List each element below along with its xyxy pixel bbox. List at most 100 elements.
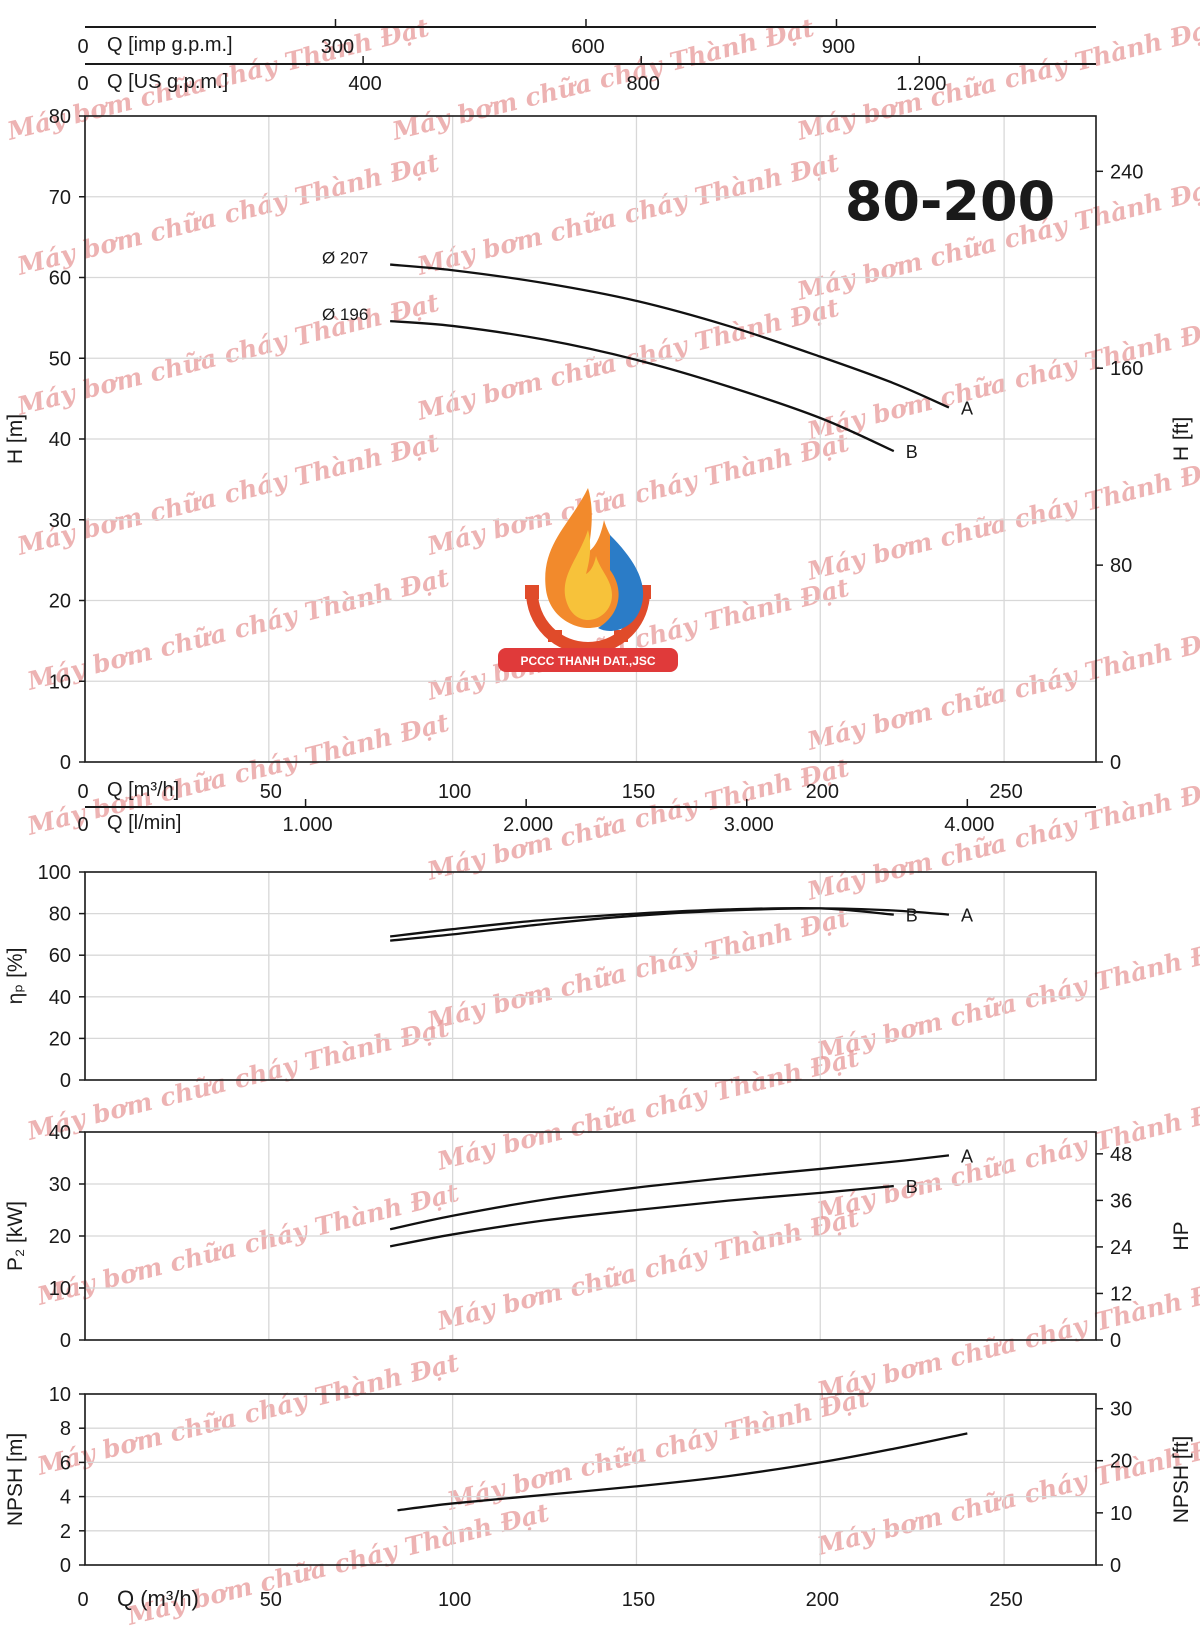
watermark-text: Máy bơm chữa cháy Thành Đạt	[413, 148, 842, 281]
logo-gear-tooth-3	[548, 630, 562, 642]
y2-tick-label: 30	[1110, 1399, 1132, 1421]
us-axis-tick-label: 400	[348, 73, 381, 95]
y-tick-label: 60	[49, 268, 71, 290]
bottom-axis-zero: 0	[77, 1589, 88, 1611]
bottom-axis-tick-label: 150	[622, 1589, 655, 1611]
watermark-text: Máy bơm chữa cháy Thành Đạt	[13, 148, 442, 281]
curve-end-label: B	[906, 442, 918, 462]
curve-end-label: B	[906, 906, 918, 926]
y-tick-label: 20	[49, 1028, 71, 1050]
bottom-axis-label: Q (m³/h)	[117, 1586, 199, 1611]
lmin-axis-tick-label: 3.000	[724, 814, 774, 836]
us-axis-tick-label: 1.200	[896, 73, 946, 95]
watermark-text: Máy bơm chữa cháy Thành Đạt	[13, 428, 442, 561]
plot-frame	[84, 1393, 1097, 1566]
y-tick-label: 20	[49, 1226, 71, 1248]
company-logo: PCCC THANH DAT.,JSC	[498, 488, 678, 672]
y-axis-label: H [m]	[4, 414, 27, 464]
bottom-axis-tick-label: 100	[438, 1589, 471, 1611]
y-tick-label: 70	[49, 187, 71, 209]
y-tick-label: 30	[49, 510, 71, 532]
m3h-axis-zero: 0	[77, 781, 88, 803]
lmin-axis-zero: 0	[77, 814, 88, 836]
watermark-text: Máy bơm chữa cháy Thành Đạt	[23, 563, 452, 696]
watermark-text: Máy bơm chữa cháy Thành Đạt	[423, 428, 852, 561]
m3h-axis-tick-label: 200	[806, 781, 839, 803]
imp-axis-label: Q [imp g.p.m.]	[107, 34, 233, 56]
imp-axis-zero: 0	[77, 36, 88, 58]
y2-tick-label: 36	[1110, 1190, 1132, 1212]
curve-A	[389, 1154, 950, 1231]
watermark-text: Máy bơm chữa cháy Thành Đạt	[13, 288, 442, 421]
y-tick-label: 4	[60, 1487, 71, 1509]
y-tick-label: 40	[49, 987, 71, 1009]
curve-end-label: B	[906, 1177, 918, 1197]
watermark-text: Máy bơm chữa cháy Thành Đạt	[423, 903, 852, 1036]
curve-end-label: A	[961, 399, 973, 419]
y2-axis-label: HP	[1170, 1221, 1193, 1250]
m3h-axis-tick-label: 150	[622, 781, 655, 803]
bottom-axis-tick-label: 50	[260, 1589, 282, 1611]
y-axis-label: NPSH [m]	[4, 1433, 27, 1526]
watermark-text: Máy bơm chữa cháy Thành Đạt	[813, 1093, 1200, 1226]
lmin-axis-tick-label: 1.000	[283, 814, 333, 836]
bottom-axis-tick-label: 250	[989, 1589, 1022, 1611]
y-tick-label: 0	[60, 1555, 71, 1577]
y2-tick-label: 0	[1110, 752, 1121, 774]
us-axis-tick-label: 800	[627, 73, 660, 95]
watermark-text: Máy bơm chữa cháy Thành Đạt	[433, 1203, 862, 1336]
watermark-text: Máy bơm chữa cháy Thành Đạt	[413, 293, 842, 426]
lmin-axis-label: Q [l/min]	[107, 812, 181, 834]
lmin-axis-tick-label: 2.000	[503, 814, 553, 836]
y-tick-label: 40	[49, 429, 71, 451]
model-title: 80-200	[845, 170, 1055, 233]
y2-tick-label: 20	[1110, 1451, 1132, 1473]
watermark-text: Máy bơm chữa cháy Thành Đạt	[433, 1043, 862, 1176]
logo-flame-inner	[564, 530, 612, 620]
y-axis-label: P₂ [kW]	[4, 1201, 27, 1271]
y-tick-label: 10	[49, 1278, 71, 1300]
impeller-diameter-label: Ø 196	[322, 305, 368, 324]
y2-tick-label: 24	[1110, 1237, 1132, 1259]
y2-tick-label: 80	[1110, 555, 1132, 577]
y-tick-label: 60	[49, 945, 71, 967]
y-tick-label: 100	[38, 862, 71, 884]
bottom-axis-tick-label: 200	[806, 1589, 839, 1611]
y-tick-label: 10	[49, 671, 71, 693]
curve-A	[390, 263, 950, 409]
logo-text: PCCC THANH DAT.,JSC	[520, 654, 655, 668]
y-tick-label: 50	[49, 348, 71, 370]
us-axis-zero: 0	[77, 73, 88, 95]
y2-tick-label: 0	[1110, 1330, 1121, 1352]
y-tick-label: 2	[60, 1521, 71, 1543]
y2-axis-label: H [ft]	[1170, 417, 1193, 461]
curve-npsh	[397, 1432, 968, 1512]
y2-tick-label: 12	[1110, 1283, 1132, 1305]
imp-axis-tick-label: 600	[571, 36, 604, 58]
y2-tick-label: 10	[1110, 1503, 1132, 1525]
watermark-text: Máy bơm chữa cháy Thành Đạt	[793, 13, 1200, 146]
logo-gear-tooth-1	[525, 585, 539, 599]
m3h-axis-tick-label: 50	[260, 781, 282, 803]
logo-gear-tooth-4	[614, 630, 628, 642]
y-tick-label: 30	[49, 1174, 71, 1196]
y-tick-label: 40	[49, 1122, 71, 1144]
watermark-text: Máy bơm chữa cháy Thành Đạt	[813, 933, 1200, 1066]
y-tick-label: 80	[49, 904, 71, 926]
watermark-text: Máy bơm chữa cháy Thành Đạt	[423, 753, 852, 886]
y2-tick-label: 160	[1110, 358, 1143, 380]
m3h-axis-label: Q [m³/h]	[107, 779, 179, 801]
y-tick-label: 0	[60, 752, 71, 774]
logo-gear	[526, 591, 650, 654]
y-tick-label: 6	[60, 1452, 71, 1474]
curve-B	[390, 319, 895, 453]
us-axis-label: Q [US g.p.m.]	[107, 71, 228, 93]
imp-axis-tick-label: 300	[321, 36, 354, 58]
m3h-axis-tick-label: 250	[989, 781, 1022, 803]
y-tick-label: 0	[60, 1330, 71, 1352]
plot-frame	[84, 871, 1097, 1081]
